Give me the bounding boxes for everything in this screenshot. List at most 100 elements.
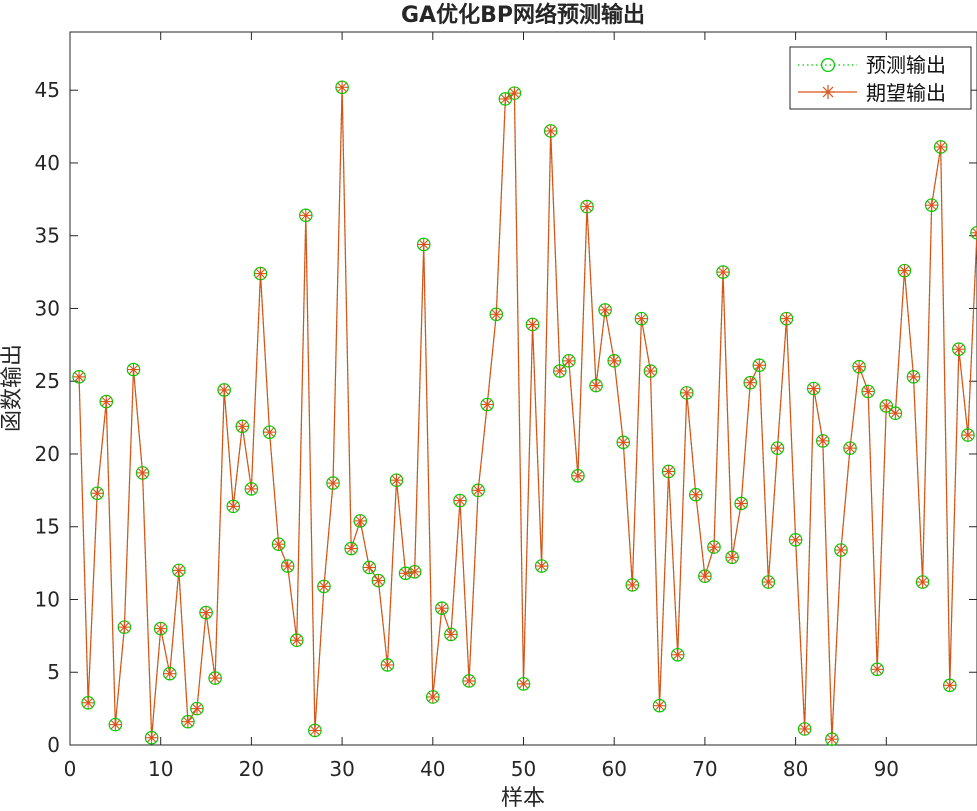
predicted-point	[552, 364, 567, 378]
predicted-point	[335, 80, 349, 95]
predicted-point	[634, 311, 649, 326]
predicted-point	[108, 717, 123, 732]
predicted-point	[380, 658, 395, 672]
expected-point	[172, 564, 185, 577]
predicted-point	[389, 473, 404, 487]
predicted-point	[516, 677, 531, 691]
expected-point	[644, 365, 657, 378]
predicted-point	[580, 199, 594, 214]
expected-point	[190, 702, 203, 715]
predicted-point	[543, 124, 558, 138]
predicted-point	[806, 381, 821, 396]
expected-point	[372, 574, 385, 587]
legend: 预测输出 期望输出	[789, 46, 972, 110]
expected-point	[934, 140, 947, 153]
expected-point	[290, 634, 303, 647]
expected-point	[889, 407, 902, 420]
x-tick-label: 40	[420, 757, 445, 781]
y-tick-label: 25	[35, 369, 60, 393]
expected-point	[943, 679, 956, 692]
predicted-point	[643, 364, 658, 378]
expected-point	[789, 533, 802, 546]
expected-point	[490, 308, 503, 321]
predicted-point	[843, 441, 857, 455]
y-tick-label: 45	[35, 78, 60, 102]
expected-point	[544, 124, 557, 137]
expected-point	[109, 718, 122, 731]
predicted-point	[670, 647, 685, 662]
expected-point	[345, 542, 358, 555]
expected-point	[499, 92, 512, 105]
predicted-point	[915, 575, 930, 589]
predicted-point	[888, 406, 903, 421]
expected-point	[263, 426, 276, 439]
predicted-point	[679, 386, 694, 400]
expected-point	[417, 238, 430, 251]
expected-point	[82, 696, 95, 709]
expected-point	[118, 621, 131, 634]
predicted-point	[344, 541, 358, 556]
predicted-point	[72, 370, 86, 384]
expected-point	[961, 429, 974, 442]
expected-point	[680, 386, 693, 399]
expected-point	[580, 200, 593, 213]
x-tick-label: 60	[601, 757, 626, 781]
x-axis-label: 样本	[501, 786, 545, 811]
y-tick-label: 5	[47, 660, 60, 684]
predicted-point	[879, 399, 894, 413]
expected-point	[209, 672, 222, 685]
expected-point	[317, 580, 330, 593]
expected-point	[553, 365, 566, 378]
expected-point	[390, 474, 403, 487]
legend-box	[789, 46, 972, 110]
predicted-point	[226, 499, 241, 514]
predicted-point	[571, 469, 585, 483]
predicted-point	[471, 483, 485, 498]
x-tick-label: 80	[783, 757, 808, 781]
expected-point	[399, 567, 412, 580]
predicted-point	[489, 307, 504, 322]
expected-point	[626, 578, 639, 591]
y-tick-label: 35	[35, 224, 60, 248]
x-tick-label: 50	[511, 757, 536, 781]
y-tick-label: 10	[35, 587, 60, 611]
expected-point	[735, 497, 748, 510]
expected-point	[590, 379, 603, 392]
expected-point	[236, 420, 249, 433]
predicted-point	[126, 362, 141, 377]
expected-point	[127, 363, 140, 376]
expected-point	[336, 81, 349, 94]
expected-point	[100, 395, 113, 408]
expected-point	[508, 87, 521, 100]
y-tick-label: 15	[35, 515, 60, 539]
predicted-point	[271, 537, 286, 551]
expected-point	[454, 494, 467, 507]
expected-point	[254, 267, 267, 280]
predicted-point	[435, 601, 449, 616]
expected-point	[472, 484, 485, 497]
expected-point	[753, 359, 766, 372]
expected-point	[671, 648, 684, 661]
predicted-point	[716, 265, 730, 279]
predicted-point	[317, 579, 331, 594]
predicted-point	[144, 730, 159, 745]
expected-point	[363, 561, 376, 574]
expected-point	[771, 442, 784, 455]
predicted-point	[788, 533, 803, 547]
predicted-point	[816, 434, 830, 448]
predicted-point	[190, 701, 204, 716]
expected-point	[327, 477, 340, 490]
series-layer	[78, 86, 977, 740]
predicted-point	[698, 569, 712, 584]
predicted-point	[172, 563, 186, 578]
predicted-point	[217, 383, 231, 397]
predicted-point	[689, 487, 703, 502]
predicted-point	[262, 425, 277, 439]
expected-point	[181, 715, 194, 728]
predicted-point	[425, 690, 440, 704]
expected-point	[218, 383, 231, 396]
expected-point	[444, 628, 457, 641]
x-tick-label: 20	[239, 757, 264, 781]
